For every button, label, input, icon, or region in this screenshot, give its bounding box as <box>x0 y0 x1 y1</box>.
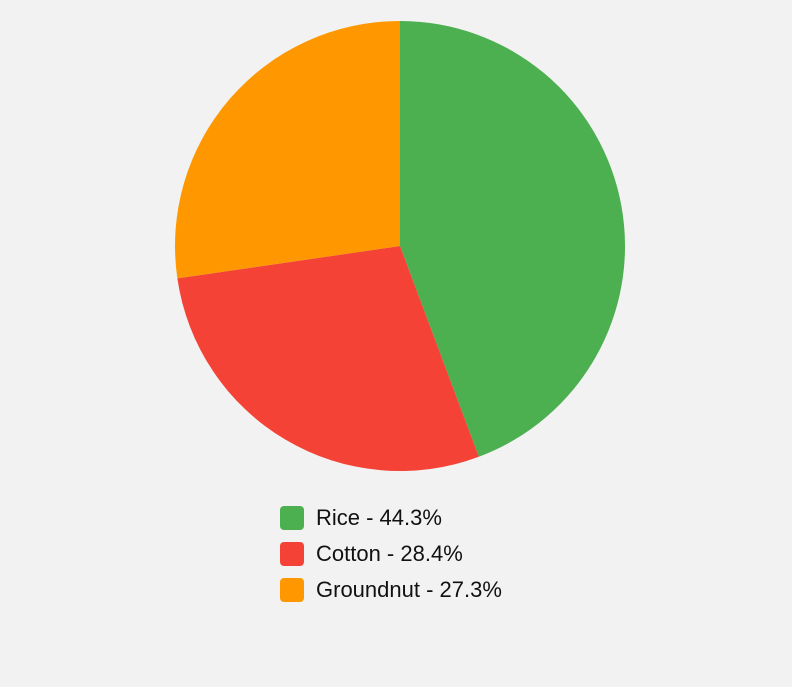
pie-slice-rice <box>400 21 625 457</box>
legend-item-cotton: Cotton - 28.4% <box>280 542 502 566</box>
legend-item-rice: Rice - 44.3% <box>280 506 502 530</box>
legend-swatch-groundnut <box>280 578 304 602</box>
legend-swatch-rice <box>280 506 304 530</box>
chart-legend: Rice - 44.3% Cotton - 28.4% Groundnut - … <box>280 506 502 602</box>
legend-item-groundnut: Groundnut - 27.3% <box>280 578 502 602</box>
legend-label-groundnut: Groundnut - 27.3% <box>316 577 502 602</box>
pie-slice-cotton <box>177 246 479 472</box>
pie-plot-area <box>174 21 625 472</box>
legend-label-cotton: Cotton - 28.4% <box>316 541 463 566</box>
legend-label-rice: Rice - 44.3% <box>316 505 442 530</box>
pie-slice-groundnut <box>174 21 400 279</box>
legend-swatch-cotton <box>280 542 304 566</box>
